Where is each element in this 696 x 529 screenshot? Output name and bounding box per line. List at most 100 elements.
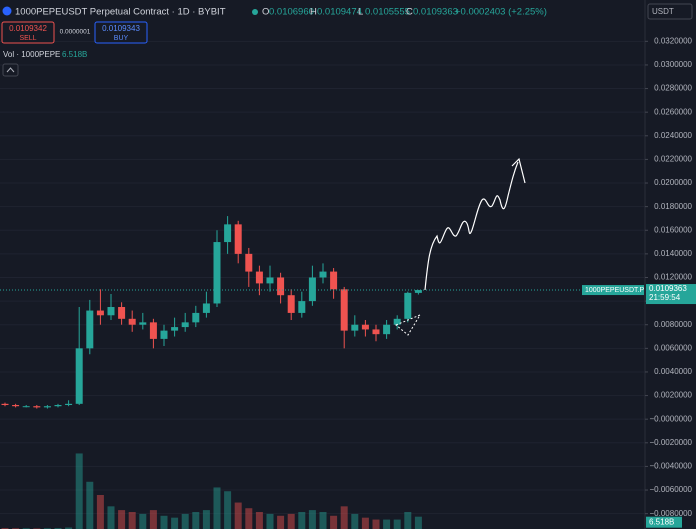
volume-bar (75, 453, 83, 529)
ohlc-value: 0.0109363 (413, 7, 458, 18)
market-status (252, 9, 258, 15)
y-tick-label: 0.0120000 (654, 273, 692, 282)
candle-body (404, 292, 412, 319)
volume-bar (372, 519, 380, 529)
y-tick-label: 0.0160000 (654, 225, 692, 234)
y-tick-label: 0.0280000 (654, 84, 692, 93)
candle-body (65, 403, 73, 406)
candle-body (160, 330, 168, 339)
y-tick-label: 0.0200000 (654, 178, 692, 187)
candle-body (224, 224, 232, 243)
candle-body (1, 403, 9, 406)
y-tick-label: 0.0020000 (654, 391, 692, 400)
ohlc-key: H (310, 7, 317, 18)
candle-body (351, 324, 359, 331)
y-tick-label: −0.0000000 (650, 414, 693, 423)
candle-body (234, 224, 242, 254)
collapse-icon[interactable] (6, 67, 15, 73)
candle-body (128, 318, 136, 325)
buy-button[interactable] (94, 21, 148, 44)
volume-bar (319, 512, 327, 529)
volume-bar (65, 527, 73, 529)
y-tick-label: 0.0180000 (654, 202, 692, 211)
price-tag: 0.0109363 (649, 284, 687, 293)
volume-bar (149, 510, 157, 529)
annotation-triangle (395, 313, 422, 336)
volume-bar (128, 512, 136, 529)
symbol-tag-bg (582, 285, 644, 296)
candle-body (277, 277, 285, 296)
volume-bar (224, 491, 232, 529)
y-tick-label: 0.0240000 (654, 131, 692, 140)
volume-bar (139, 513, 147, 529)
candle-body (139, 322, 147, 325)
volume-bar (181, 513, 189, 529)
y-tick-label: 0.0320000 (654, 36, 692, 45)
spread: 0.0000001 (60, 29, 91, 36)
candle-body (75, 348, 83, 404)
chart-title: 1000PEPEUSDT Perpetual Contract · 1D · B… (15, 7, 226, 18)
volume-bar (361, 517, 369, 529)
volume-bar (383, 519, 391, 529)
buy-label[interactable]: BUY (114, 35, 129, 42)
y-tick-label: 0.0060000 (654, 343, 692, 352)
candle-body (340, 289, 348, 331)
buy-price[interactable]: 0.0109343 (102, 24, 140, 33)
candle-body (383, 324, 391, 335)
volume-bar (118, 510, 126, 529)
y-tick-label: −0.0040000 (650, 462, 693, 471)
candle-body (266, 277, 274, 284)
volume-tag-bg (646, 516, 682, 528)
candle-body (12, 405, 20, 407)
currency-box[interactable] (647, 3, 693, 20)
volume-bar (171, 517, 179, 529)
symbol-tag: 1000PEPEUSDT.P (585, 287, 644, 294)
volume-bar (255, 512, 263, 529)
candle-body (22, 406, 30, 408)
volume-bar (414, 516, 422, 529)
candle-body (107, 307, 115, 316)
candle-body (245, 253, 253, 272)
candle-body (171, 327, 179, 331)
ohlc-value: 0.0106960 (269, 7, 314, 18)
sell-button[interactable] (1, 21, 55, 44)
annotation-arrow (424, 161, 519, 291)
ohlc-value: 0.0105555 (365, 7, 410, 18)
candle-body (192, 312, 200, 323)
countdown: 21:59:54 (649, 293, 681, 302)
volume-bar (277, 515, 285, 529)
candle-body (181, 322, 189, 328)
collapse-button[interactable] (2, 63, 19, 77)
candle-body (213, 242, 221, 304)
annotation-arrowhead (511, 157, 526, 184)
volume-bar (308, 510, 316, 529)
volume-bar (404, 512, 412, 529)
grid (0, 40, 645, 515)
y-tick-label: 0.0140000 (654, 249, 692, 258)
y-tick-label: 0.0300000 (654, 60, 692, 69)
volume-bar (192, 512, 200, 529)
y-tick-label: 0.0080000 (654, 320, 692, 329)
candle-body (118, 307, 126, 319)
candle-body (298, 301, 306, 313)
y-tick-label: −0.0060000 (650, 485, 693, 494)
volume-bar (330, 515, 338, 529)
ohlc-value: 0.0109474 (317, 7, 362, 18)
sell-price[interactable]: 0.0109342 (9, 24, 47, 33)
currency[interactable]: USDT (652, 7, 674, 16)
volume-bar (202, 510, 210, 529)
volume-bar (160, 515, 168, 529)
ohlc-key: O (262, 7, 269, 18)
sell-label[interactable]: SELL (19, 35, 36, 42)
change: +0.0002403 (+2.25%) (455, 7, 547, 18)
candles (1, 216, 422, 409)
candle-body (308, 277, 316, 302)
ohlc-key: L (358, 7, 363, 18)
volume-bar (287, 513, 295, 529)
volume-bar (86, 481, 94, 529)
candle-body (330, 271, 338, 290)
candle-body (361, 324, 369, 330)
